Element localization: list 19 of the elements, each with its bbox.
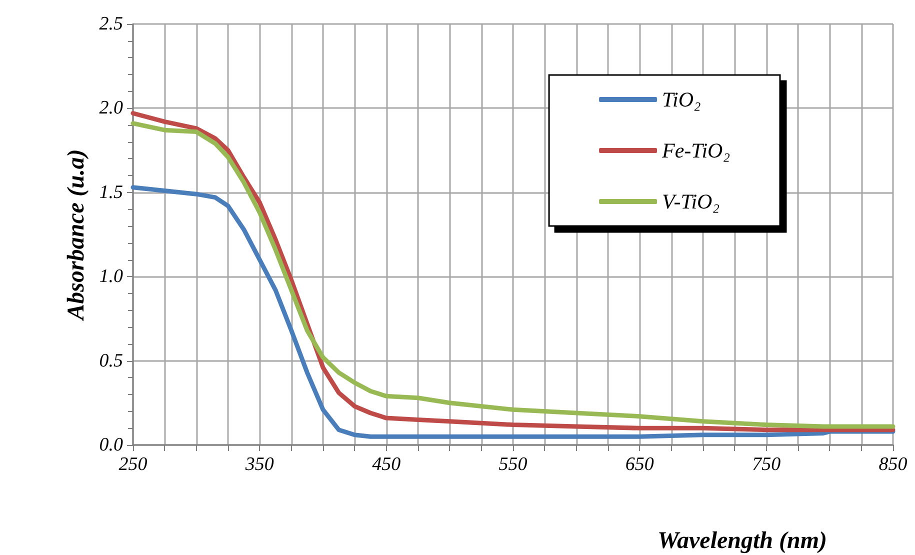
legend-label: Fe-TiO₂ [661,138,730,162]
x-tick-label: 550 [498,454,528,475]
y-tick-label: 1.0 [99,266,124,288]
y-tick-label: 0.5 [99,350,123,372]
x-tick-label: 650 [625,454,654,475]
x-tick-label: 750 [752,454,782,475]
x-tick-label: 850 [878,454,908,475]
x-tick-label: 450 [372,454,402,475]
legend-label: TiO₂ [662,88,701,112]
y-tick-label: 2.5 [99,14,123,34]
y-tick-label: 1.5 [99,182,123,203]
x-tick-label: 350 [244,454,274,475]
y-axis-title: Absorbance (u.a) [63,149,90,322]
legend-label: V-TiO₂ [662,190,720,214]
line-series [130,185,896,439]
y-tick-label: 0.0 [99,434,124,456]
y-tick-label: 2.0 [99,98,124,119]
x-axis-title: Wavelength (nm) [657,528,827,554]
x-tick-label: 250 [118,454,148,475]
